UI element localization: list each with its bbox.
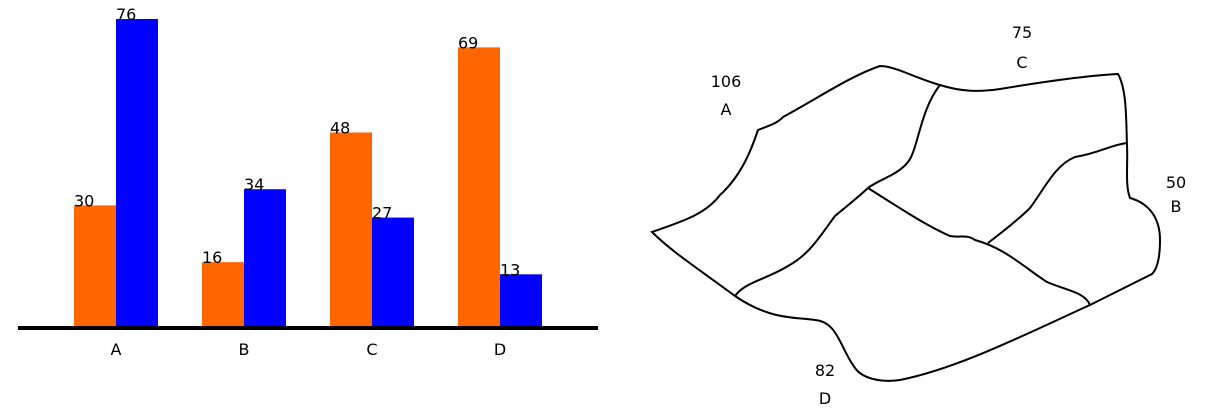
border-line [867,187,1091,306]
bar-value-label: 30 [74,191,94,210]
region-d-name: D [819,389,831,408]
bar-value-label: 27 [372,204,392,223]
bar-value-label: 48 [330,118,350,137]
region-c-name: C [1016,53,1027,72]
border-line [987,142,1128,244]
category-label: C [366,340,377,359]
region-b-value: 50 [1166,173,1186,192]
region-a-value: 106 [711,72,742,91]
region-map: 106 A 75 C 50 B 82 D [650,23,1186,408]
bar-b-series-1 [202,262,244,327]
region-d-value: 82 [815,361,835,380]
bar-a-series-1 [74,205,116,327]
bar-d-series-1 [458,47,500,328]
bar-value-label: 76 [116,5,136,24]
bar-d-series-2 [500,274,542,327]
bar-value-label: 13 [500,260,520,279]
region-b-name: B [1171,197,1182,216]
category-label: A [111,340,122,359]
category-label: D [494,340,506,359]
bar-value-label: 34 [244,175,264,194]
category-label: B [239,340,250,359]
border-line [734,187,869,297]
bar-chart: 30 76 A 16 34 B 48 27 C 69 13 D [18,5,598,359]
bar-a-series-2 [116,19,158,327]
bar-value-label: 16 [202,248,222,267]
bar-b-series-2 [244,189,286,327]
bar-c-series-2 [372,217,414,327]
region-c-value: 75 [1012,23,1032,42]
region-a-name: A [721,100,732,119]
bar-c-series-1 [330,132,372,327]
bar-value-label: 69 [458,33,478,52]
map-outline [650,64,1162,382]
border-line [867,84,941,189]
